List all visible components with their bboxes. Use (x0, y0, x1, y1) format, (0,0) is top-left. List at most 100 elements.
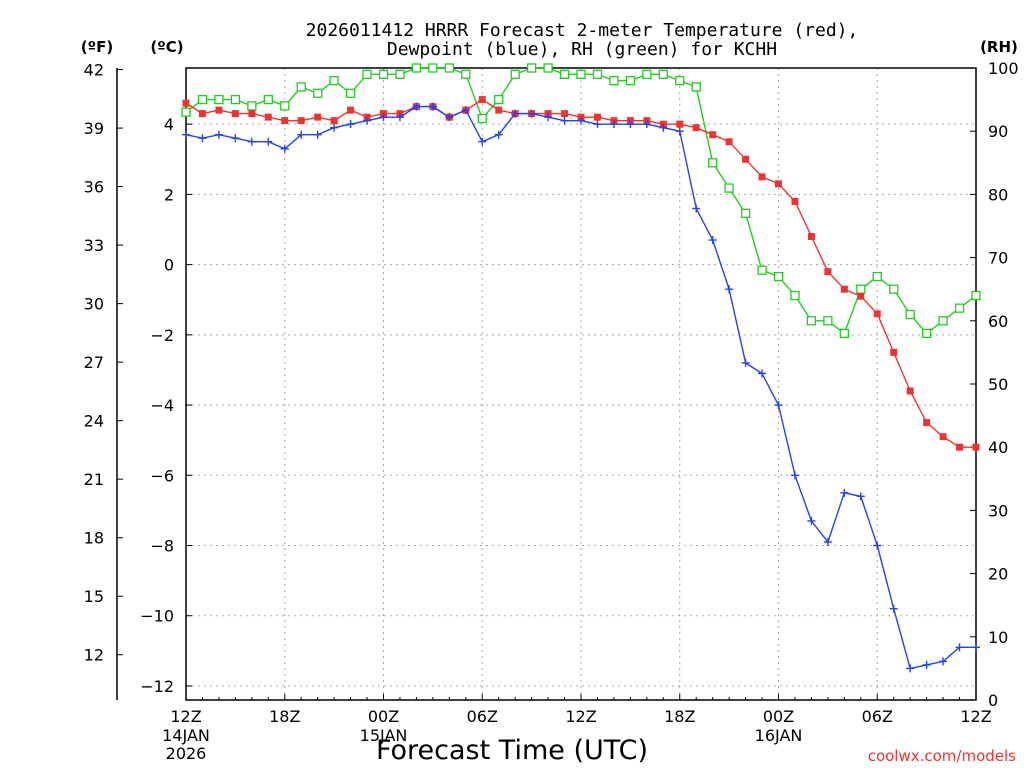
dewpoint-point (214, 130, 223, 139)
temperature-point (495, 106, 503, 114)
temperature-point (742, 155, 750, 163)
dewpoint-point (280, 144, 289, 153)
dewpoint-point (264, 137, 273, 146)
rh-point (790, 290, 800, 301)
dewpoint-point (593, 120, 602, 129)
fahrenheit-tick-label: 24 (84, 412, 104, 431)
temperature-point (281, 117, 289, 125)
rh-point (230, 94, 241, 105)
dewpoint-point (955, 643, 964, 652)
temperature-point (676, 120, 684, 128)
dewpoint-point (560, 116, 569, 125)
rh-point (247, 101, 257, 111)
rh-tick-label: 100 (988, 59, 1019, 78)
temperature-point (840, 285, 848, 293)
dewpoint-point (544, 113, 553, 122)
rh-point (362, 69, 372, 79)
rh-point (444, 63, 454, 73)
rh-point (609, 75, 619, 86)
dewpoint-point (889, 604, 898, 613)
dewpoint-point (840, 488, 849, 497)
x-axis-title: Forecast Time (UTC) (376, 735, 648, 766)
temperature-point (314, 113, 322, 121)
dewpoint-point (527, 109, 536, 118)
time-tick-label: 00Z (763, 707, 794, 726)
dewpoint-point (313, 130, 322, 139)
rh-tick-label: 50 (988, 375, 1008, 394)
dewpoint-point (675, 127, 684, 136)
rh-point (773, 271, 784, 282)
rh-tick-label: 80 (988, 185, 1008, 204)
rh-point (905, 309, 915, 320)
rh-tick-label: 60 (988, 312, 1008, 331)
rh-point (461, 69, 471, 79)
dewpoint-point (922, 660, 931, 669)
time-tick-label: 00Z (368, 707, 399, 726)
rh-point (395, 69, 405, 79)
temperature-point (593, 113, 601, 121)
rh-point (872, 271, 882, 282)
temperature-point (182, 99, 190, 107)
rh-point (724, 183, 734, 193)
rh-point (823, 316, 833, 326)
dewpoint-point (346, 120, 355, 129)
rh-point (378, 69, 389, 79)
rh-point (658, 69, 668, 79)
rh-point (576, 69, 586, 79)
fahrenheit-tick-label: 33 (84, 236, 104, 255)
dewpoint-point (231, 134, 240, 143)
rh-point (921, 328, 932, 339)
rh-point (428, 63, 438, 73)
temperature-point (906, 387, 914, 395)
dewpoint-point (609, 120, 618, 129)
temperature-point (824, 268, 832, 276)
rh-point (526, 63, 537, 73)
rh-tick-label: 70 (988, 249, 1008, 268)
fahrenheit-tick-label: 42 (84, 61, 104, 80)
rh-point (494, 94, 504, 105)
rh-point (954, 303, 965, 313)
fahrenheit-tick-label: 21 (84, 470, 104, 489)
rh-point (708, 158, 718, 168)
dewpoint-point (873, 541, 882, 550)
dewpoint-point (659, 123, 668, 132)
rh-tick-label: 40 (988, 438, 1008, 457)
time-tick-date: 15JAN (360, 726, 408, 745)
rh-tick-label: 90 (988, 122, 1008, 141)
gridlines (186, 68, 976, 700)
dewpoint-point (577, 116, 585, 125)
fahrenheit-tick-label: 18 (84, 529, 104, 548)
time-tick-label: 18Z (664, 707, 695, 726)
temperature-point (561, 110, 569, 118)
temperature-point (347, 106, 355, 114)
temperature-point (956, 443, 964, 451)
celsius-tick-label: 2 (164, 185, 174, 204)
rh-point (543, 63, 553, 73)
temperature-point (890, 348, 898, 356)
temperature-point (857, 292, 865, 300)
rh-point (296, 82, 306, 92)
time-tick-label: 18Z (269, 707, 300, 726)
dewpoint-point (807, 516, 816, 525)
chart-title-line-1: 2026011412 HRRR Forecast 2-meter Tempera… (306, 20, 859, 41)
dewpoint-point (774, 401, 783, 410)
rh-tick-label: 30 (988, 501, 1008, 520)
dewpoint-point (478, 137, 487, 146)
time-tick-year: 2026 (166, 744, 207, 763)
temperature-point (807, 233, 815, 241)
dewpoint-point (461, 106, 470, 115)
dewpoint-point (642, 120, 651, 129)
rh-point (856, 284, 866, 294)
rh-point (889, 284, 899, 294)
rh-point (839, 328, 849, 339)
dewpoint-point (247, 137, 256, 146)
dewpoint-point (692, 204, 701, 213)
plot-frame (185, 67, 977, 701)
dewpoint-point (297, 130, 306, 139)
rh-point (971, 290, 981, 301)
celsius-tick-label: −12 (140, 677, 174, 696)
temperature-point (231, 110, 239, 118)
dewpoint-point (494, 130, 503, 139)
rh-series (181, 63, 981, 339)
